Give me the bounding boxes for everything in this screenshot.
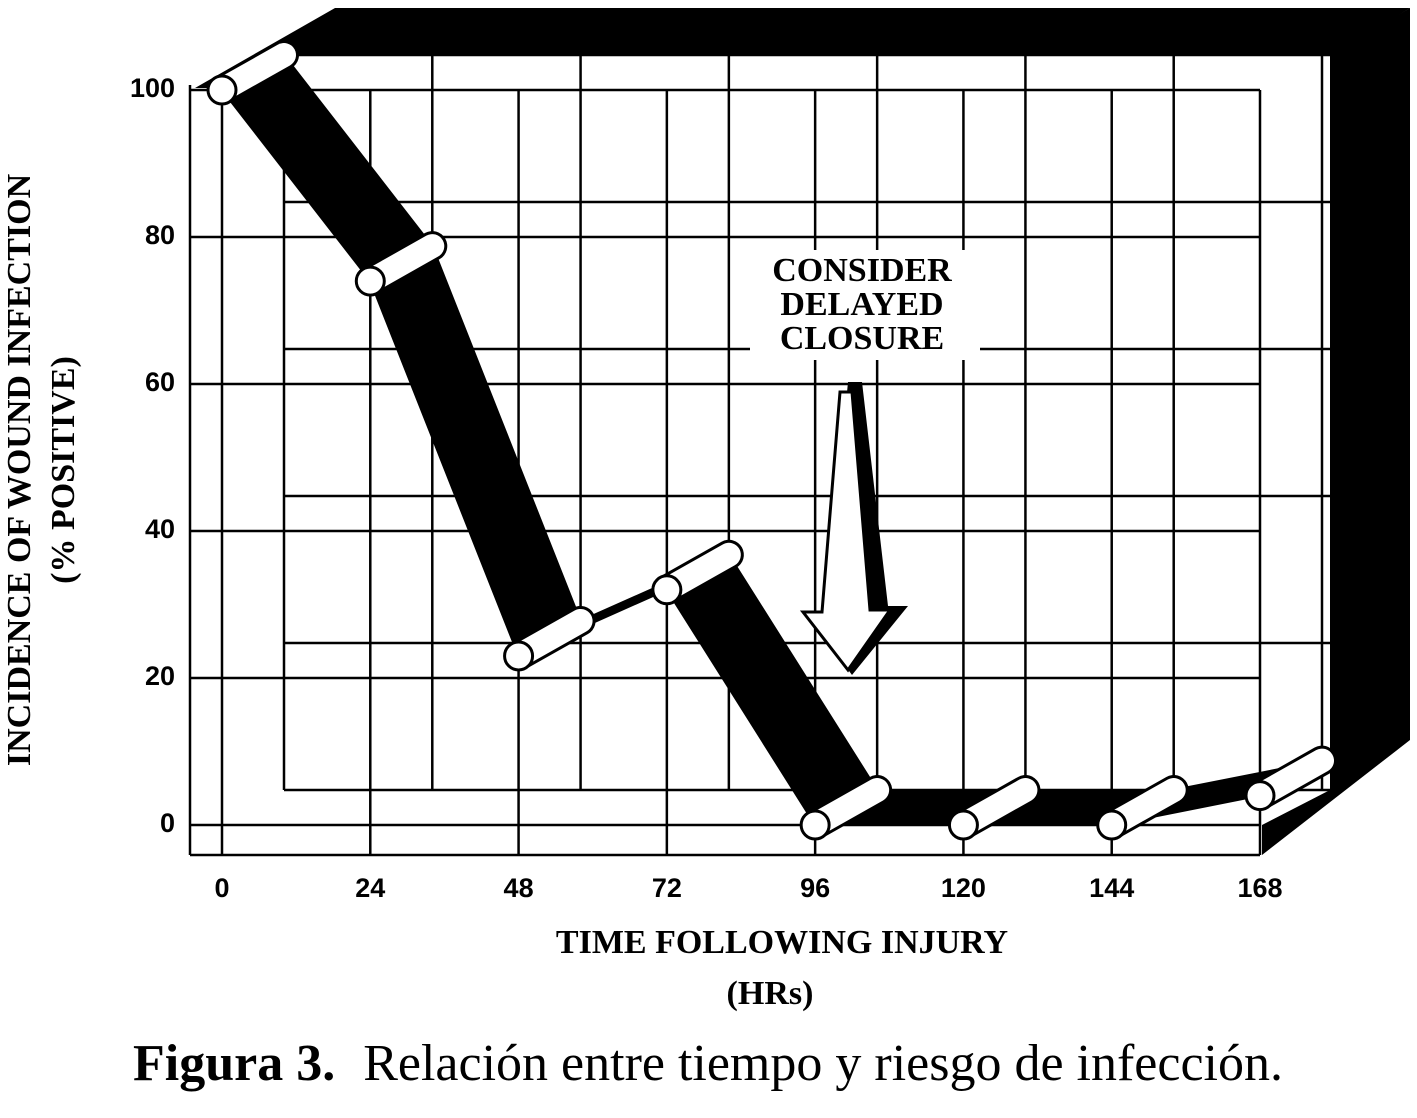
y-tick-label: 80: [145, 220, 175, 250]
point: [1096, 809, 1128, 841]
y-axis-label: (% POSITIVE): [45, 356, 82, 584]
x-axis-label: TIME FOLLOWING INJURY: [556, 924, 1008, 961]
point: [206, 74, 238, 106]
y-tick-label: 100: [130, 73, 175, 103]
point: [947, 809, 979, 841]
annotation: CLOSURE: [780, 320, 944, 357]
point: [1244, 780, 1276, 812]
point: [799, 809, 831, 841]
annotation: CONSIDER: [772, 252, 952, 289]
point: [354, 265, 386, 297]
x-tick-label: 0: [214, 873, 229, 903]
plot: [206, 40, 1337, 841]
x-tick-label: 120: [941, 873, 986, 903]
ribbon: [369, 244, 582, 658]
x-tick-label: 48: [504, 873, 534, 903]
x-tick-label: 72: [652, 873, 682, 903]
x-tick-label: 24: [355, 873, 385, 903]
x-axis-label: (HRs): [727, 975, 814, 1012]
x-tick-label: 144: [1089, 873, 1134, 903]
x-tick-label: 168: [1237, 873, 1282, 903]
back-frame-top: [195, 8, 1410, 88]
caption-label: Figura 3.: [133, 1035, 335, 1092]
y-tick-label: 0: [160, 808, 175, 838]
point: [651, 574, 683, 606]
x-tick-label: 96: [800, 873, 830, 903]
y-tick-label: 40: [145, 514, 175, 544]
annotation: DELAYED: [780, 286, 943, 323]
point: [503, 640, 535, 672]
annotation-bg: [750, 250, 980, 360]
y-axis-label: INCIDENCE OF WOUND INFECTION: [1, 173, 38, 766]
arrow: [799, 390, 893, 673]
caption-text: Relación entre tiempo y riesgo de infecc…: [363, 1035, 1283, 1092]
back-frame-side: [1262, 8, 1410, 855]
y-tick-label: 60: [145, 367, 175, 397]
caption: Figura 3. Relación entre tiempo y riesgo …: [133, 1035, 1283, 1092]
y-tick-label: 20: [145, 661, 175, 691]
